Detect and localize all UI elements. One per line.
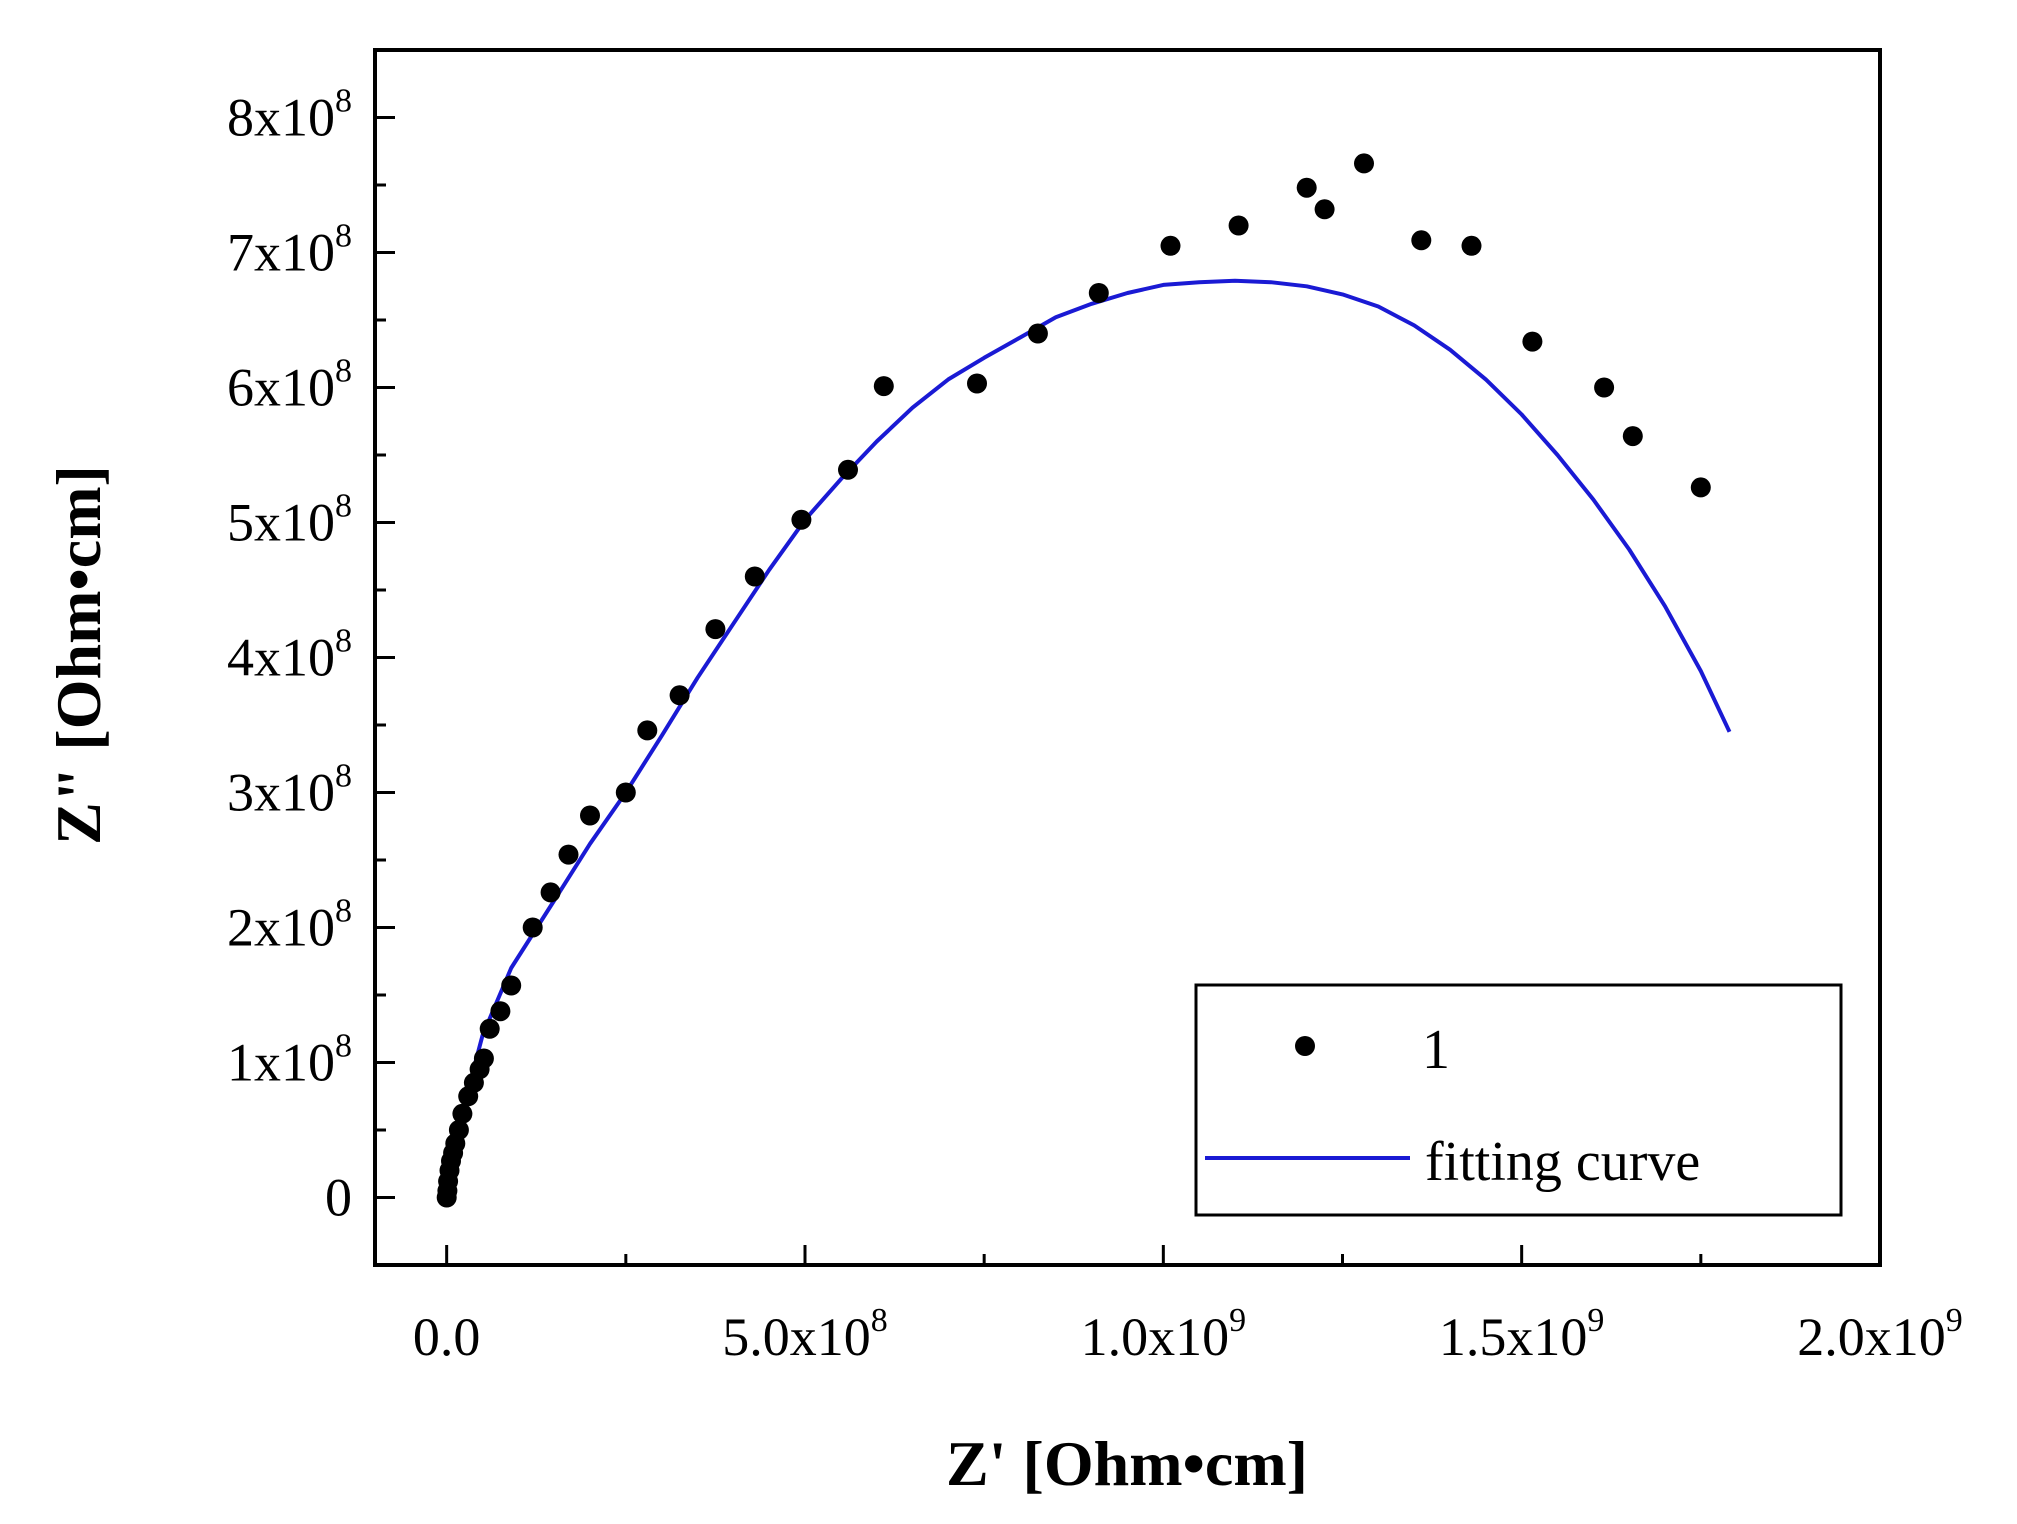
x-tick-label: 1.5x109: [1439, 1302, 1605, 1367]
data-point: [873, 376, 894, 397]
x-tick-label: 0.0: [413, 1307, 481, 1367]
data-point: [1354, 153, 1374, 174]
data-point: [1296, 177, 1317, 198]
x-axis-title: Z' [Ohm•cm]: [946, 1428, 1308, 1499]
data-point: [1411, 230, 1432, 251]
data-point: [1622, 426, 1643, 447]
data-point: [452, 1103, 473, 1124]
data-point: [1314, 199, 1335, 220]
axis-ticks: 0.0 5.0x108 1.0x109 1.5x109 2.0x109 0 1x108 2x1…: [227, 83, 1963, 1368]
data-point: [1160, 235, 1181, 256]
data-point: [473, 1048, 494, 1069]
data-point: [669, 685, 690, 706]
data-point: [791, 509, 812, 530]
data-point: [558, 844, 579, 865]
y-tick-label: 1x108: [227, 1028, 352, 1093]
legend-label-fit: fitting curve: [1425, 1131, 1700, 1193]
data-point: [1461, 235, 1482, 256]
data-point: [1027, 323, 1048, 344]
y-tick-label: 6x108: [227, 353, 352, 418]
data-point: [479, 1018, 500, 1039]
data-point: [580, 805, 600, 826]
y-tick-label: 8x108: [227, 83, 352, 148]
legend-marker-scatter: [1295, 1036, 1315, 1056]
data-point: [615, 782, 636, 803]
x-tick-label: 2.0x109: [1797, 1302, 1963, 1367]
data-point: [1594, 377, 1615, 398]
x-tick-label: 1.0x109: [1081, 1302, 1247, 1367]
data-point: [967, 373, 987, 394]
data-point: [705, 619, 726, 640]
y-tick-label: 4x108: [227, 623, 352, 688]
data-point: [744, 566, 765, 587]
data-layer: [436, 153, 1732, 1208]
data-point: [501, 975, 522, 996]
y-tick-label: 0: [325, 1168, 352, 1228]
data-point: [522, 917, 543, 938]
y-axis-title: Z" [Ohm•cm]: [43, 465, 114, 845]
data-point: [448, 1120, 469, 1140]
legend-box: [1194, 983, 1843, 1217]
data-point: [490, 1001, 511, 1022]
x-tick-label: 5.0x108: [722, 1302, 888, 1367]
data-point: [1690, 477, 1711, 498]
data-point: [637, 720, 658, 741]
y-tick-label: 2x108: [227, 893, 352, 958]
y-tick-label: 5x108: [227, 488, 352, 553]
legend-label-scatter: 1: [1422, 1019, 1450, 1081]
data-point: [838, 459, 858, 480]
y-tick-label: 3x108: [227, 758, 352, 823]
data-point: [540, 882, 561, 903]
data-point: [1228, 215, 1249, 236]
legend: 1 fitting curve: [1194, 983, 1843, 1217]
y-tick-label: 7x108: [227, 218, 352, 283]
data-point: [1088, 283, 1109, 303]
data-point: [1522, 331, 1543, 352]
